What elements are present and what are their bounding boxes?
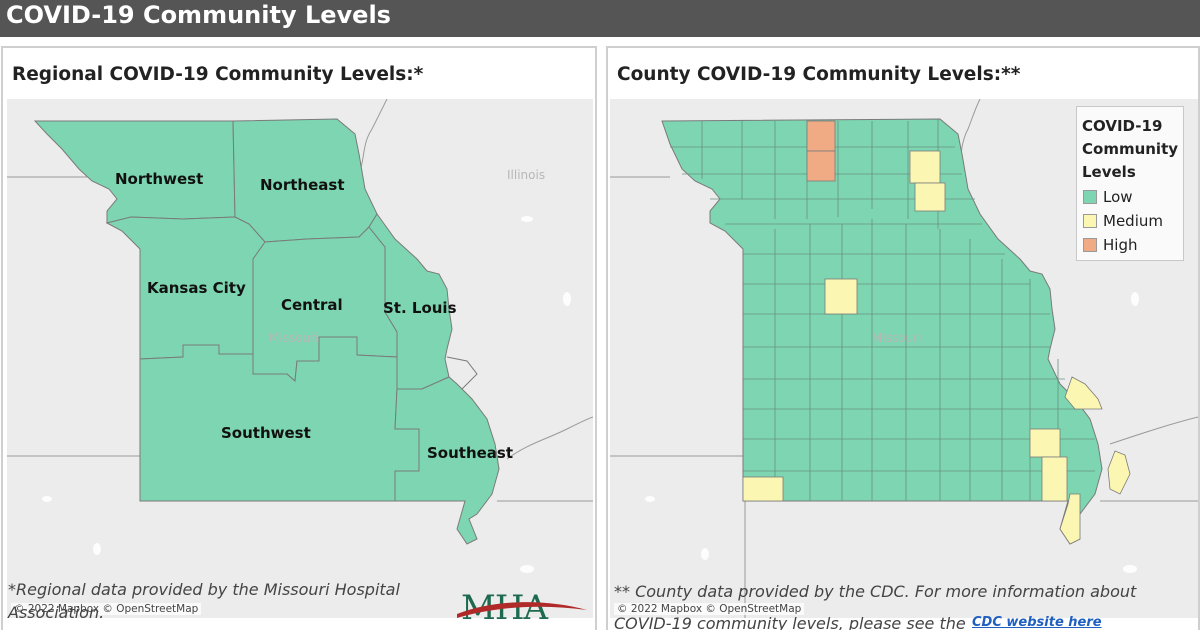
- regional-footnote-line2: Association.: [8, 603, 105, 622]
- legend-label-low: Low: [1103, 188, 1133, 206]
- county-map[interactable]: Missouri COVID-19 Community Levels Low M…: [610, 99, 1198, 618]
- legend-label-medium: Medium: [1103, 212, 1163, 230]
- region-label-southwest: Southwest: [221, 424, 311, 442]
- county-high-2[interactable]: [806, 150, 836, 182]
- legend-swatch-high: [1083, 238, 1097, 252]
- basemap-water: [645, 292, 1139, 573]
- county-panel-title: County COVID-19 Community Levels:**: [617, 64, 1021, 85]
- state-label-illinois: Illinois: [507, 168, 545, 182]
- county-state-fill[interactable]: [661, 118, 1103, 545]
- county-medium-3[interactable]: [824, 278, 858, 315]
- regional-map-svg[interactable]: Illinois Missouri Northwest Northeast Ka…: [7, 99, 593, 618]
- cdc-website-link[interactable]: CDC website here: [972, 615, 1102, 630]
- county-medium-2[interactable]: [914, 182, 946, 212]
- legend-swatch-low: [1083, 190, 1097, 204]
- legend-swatch-medium: [1083, 214, 1097, 228]
- county-medium-7[interactable]: [1059, 493, 1081, 545]
- region-label-central: Central: [281, 296, 343, 314]
- page-title: COVID-19 Community Levels: [6, 1, 391, 29]
- region-label-st-louis: St. Louis: [383, 299, 457, 317]
- legend-title-line1: COVID-19: [1082, 117, 1163, 135]
- legend-label-high: High: [1103, 236, 1138, 254]
- county-medium-1[interactable]: [909, 150, 941, 184]
- region-st-louis[interactable]: [368, 213, 453, 390]
- region-label-kansas-city: Kansas City: [147, 279, 246, 297]
- county-high-1[interactable]: [806, 120, 836, 152]
- legend-title-line3: Levels: [1082, 163, 1136, 181]
- mha-swoosh-icon: [457, 602, 587, 618]
- state-label-missouri: Missouri: [269, 331, 318, 345]
- county-lines: [670, 119, 1095, 501]
- county-medium-8[interactable]: [1107, 450, 1131, 495]
- header-bar: COVID-19 Community Levels: [0, 0, 1200, 37]
- regional-map[interactable]: Illinois Missouri Northwest Northeast Ka…: [7, 99, 593, 618]
- high-counties[interactable]: [806, 120, 836, 182]
- region-label-northwest: Northwest: [115, 170, 203, 188]
- state-label-missouri: Missouri: [872, 331, 921, 345]
- county-medium-4[interactable]: [1064, 376, 1103, 410]
- basemap-lines: [7, 99, 593, 502]
- legend-title-line2: Community: [1082, 140, 1179, 158]
- legend: COVID-19 Community Levels Low Medium Hig…: [1076, 106, 1184, 261]
- county-panel: County COVID-19 Community Levels:**: [606, 46, 1200, 630]
- medium-counties[interactable]: [742, 150, 1131, 545]
- region-label-northeast: Northeast: [260, 176, 345, 194]
- regional-footnote-line1: *Regional data provided by the Missouri …: [8, 580, 400, 599]
- region-minor-lines: [446, 356, 478, 390]
- map-attribution[interactable]: © 2022 Mapbox © OpenStreetMap: [11, 603, 202, 615]
- basemap-water: [42, 216, 571, 573]
- mha-logo: MHA: [453, 582, 591, 628]
- county-medium-6[interactable]: [1041, 456, 1068, 502]
- county-medium-5[interactable]: [1029, 428, 1061, 458]
- regional-panel: Regional COVID-19 Community Levels:*: [1, 46, 597, 630]
- county-map-svg[interactable]: Missouri: [610, 99, 1198, 618]
- county-footnote-line1: ** County data provided by the CDC. For …: [614, 582, 1137, 601]
- regions[interactable]: [33, 118, 500, 545]
- regional-panel-title: Regional COVID-19 Community Levels:*: [12, 64, 424, 85]
- county-medium-9[interactable]: [742, 476, 784, 502]
- region-label-southeast: Southeast: [427, 444, 513, 462]
- map-attribution[interactable]: © 2022 Mapbox © OpenStreetMap: [614, 603, 805, 615]
- county-footnote-line2: COVID-19 community levels, please see th…: [614, 614, 966, 630]
